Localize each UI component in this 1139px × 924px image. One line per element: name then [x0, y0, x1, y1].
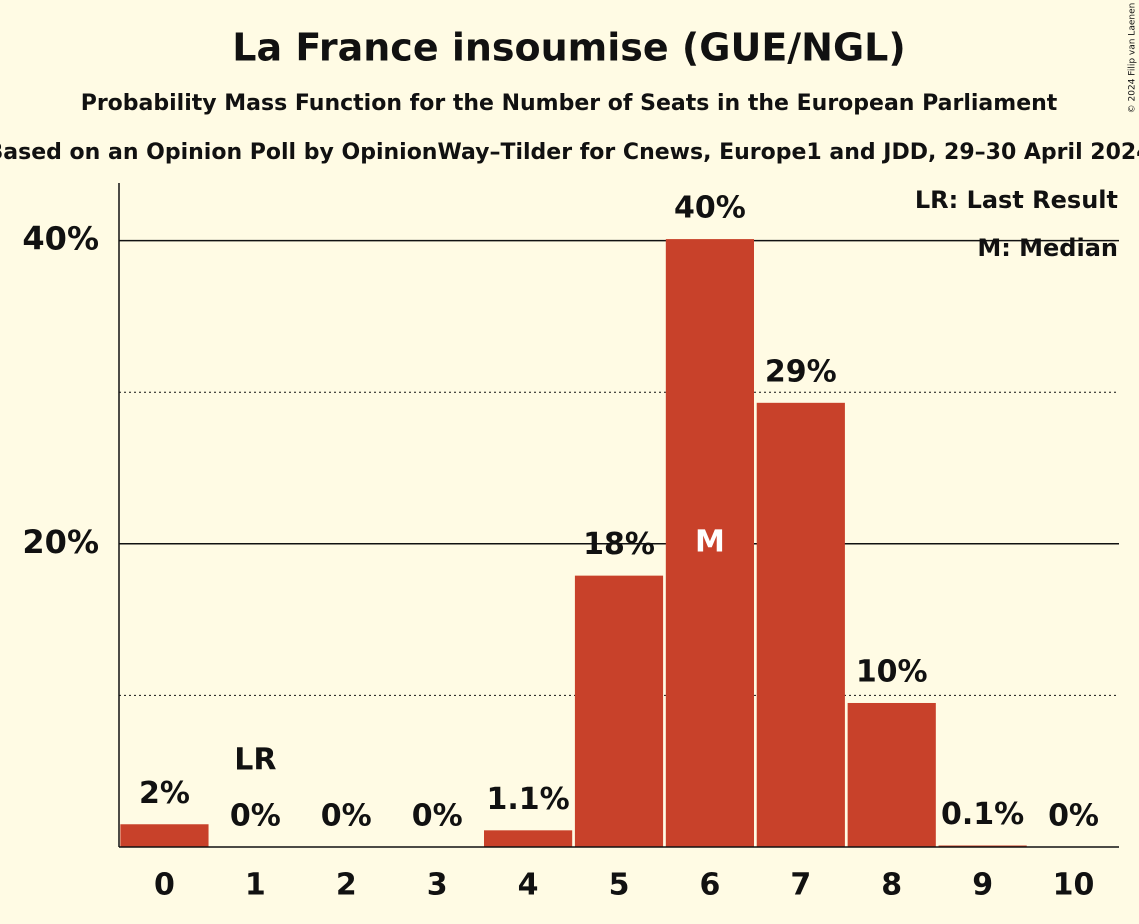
x-tick-label: 3 — [427, 868, 448, 903]
value-label: 0% — [1048, 799, 1099, 834]
marker-label: M — [695, 525, 725, 560]
y-tick-label: 40% — [22, 220, 99, 258]
marker-label: LR — [234, 743, 276, 778]
value-label: 0% — [321, 799, 372, 834]
value-label: 0.1% — [941, 797, 1024, 832]
chart-caption: Based on an Opinion Poll by OpinionWay–T… — [0, 140, 1139, 165]
bar — [574, 575, 664, 847]
copyright: © 2024 Filip van Laenen — [1128, 3, 1138, 114]
bar — [120, 824, 209, 847]
value-label: 1.1% — [486, 782, 569, 817]
chart-title: La France insoumise (GUE/NGL) — [232, 26, 906, 70]
bar — [665, 239, 754, 848]
value-label: 0% — [412, 799, 463, 834]
x-tick-label: 2 — [336, 868, 357, 903]
value-label: 10% — [856, 654, 928, 689]
value-label: 40% — [674, 191, 746, 226]
x-tick-label: 4 — [518, 868, 539, 903]
x-tick-label: 5 — [609, 868, 630, 903]
value-label: 29% — [765, 354, 837, 389]
x-tick-label: 0 — [154, 868, 175, 903]
value-label: 0% — [230, 799, 281, 834]
y-tick-label: 20% — [22, 523, 99, 561]
bar — [938, 845, 1027, 847]
x-tick-label: 7 — [790, 868, 811, 903]
chart-subtitle: Probability Mass Function for the Number… — [81, 91, 1058, 116]
bar — [756, 402, 845, 847]
value-label: 18% — [583, 527, 655, 562]
x-tick-label: 9 — [972, 868, 993, 903]
x-tick-label: 6 — [699, 868, 720, 903]
x-tick-label: 10 — [1053, 868, 1095, 903]
legend-entry: LR: Last Result — [915, 186, 1118, 214]
x-tick-label: 8 — [881, 868, 902, 903]
bar — [484, 830, 573, 847]
value-label: 2% — [139, 776, 190, 811]
legend-entry: M: Median — [977, 234, 1118, 262]
x-tick-label: 1 — [245, 868, 266, 903]
bar — [847, 702, 936, 847]
